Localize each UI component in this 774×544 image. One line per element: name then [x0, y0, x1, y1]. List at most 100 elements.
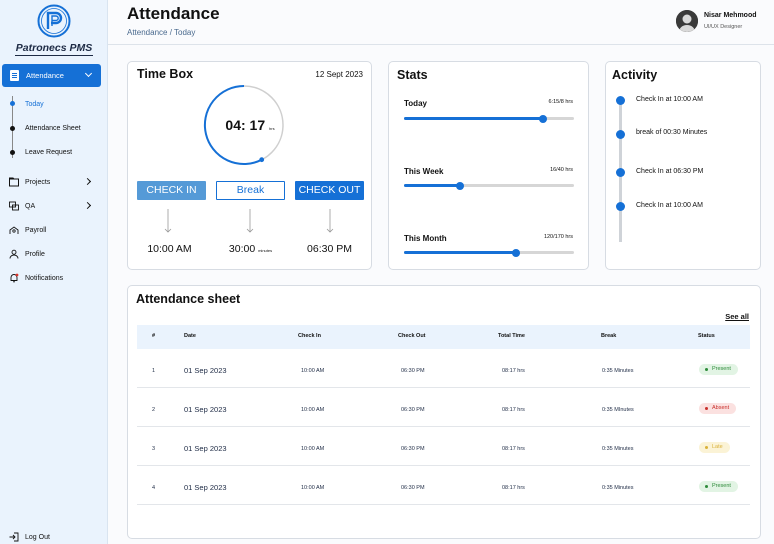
sidebar-item-profile[interactable]: Profile: [9, 249, 45, 259]
progress-knob: [456, 181, 465, 190]
chevron-right-icon: [83, 177, 92, 186]
break-button[interactable]: Break: [216, 181, 285, 200]
status-badge: Present: [699, 481, 738, 492]
stat-value-week: 16/40 hrs: [550, 167, 573, 173]
timer-value: 04: 17: [225, 117, 266, 133]
column-header: Total Time: [498, 333, 525, 339]
progress-fill: [404, 184, 461, 187]
check-out-button[interactable]: CHECK OUT: [295, 181, 364, 200]
payroll-icon: [9, 226, 19, 234]
app-logo[interactable]: Patronecs PMS: [0, 4, 108, 60]
submenu-item-today[interactable]: Today: [25, 101, 44, 108]
activity-card: Activity Check In at 10:00 AM break of 0…: [605, 61, 761, 270]
table-row[interactable]: 1 01 Sep 2023 10:00 AM 06:30 PM 08:17 hr…: [137, 349, 750, 388]
time-box-title: Time Box: [137, 67, 194, 81]
sidebar-item-label: Projects: [25, 178, 51, 186]
column-header: Check In: [298, 333, 321, 339]
row-check-out: 06:30 PM: [401, 368, 425, 374]
row-check-out: 06:30 PM: [401, 446, 425, 452]
user-icon: [9, 249, 19, 259]
timeline-dot: [616, 130, 625, 139]
activity-item: Check In at 10:00 AM: [636, 96, 703, 103]
row-check-in: 10:00 AM: [301, 368, 325, 374]
submenu-item-leave-request[interactable]: Leave Request: [25, 149, 73, 156]
row-number: 4: [152, 485, 156, 491]
row-number: 3: [152, 446, 156, 452]
timer-ring: [203, 84, 284, 165]
sidebar: Patronecs PMS Attendance Today Attendanc…: [0, 0, 108, 544]
stats-card: Stats Today 6:15/8 hrs This Week 16/40 h…: [388, 61, 589, 270]
row-date: 01 Sep 2023: [184, 483, 227, 492]
row-date: 01 Sep 2023: [184, 444, 227, 453]
timeline-dot: [616, 96, 625, 105]
check-out-time: 06:30 PM: [307, 243, 352, 255]
timeline-dot: [616, 168, 625, 177]
row-total-time: 08:17 hrs: [502, 407, 525, 413]
submenu-dot: [10, 126, 15, 131]
progress-fill: [404, 117, 544, 120]
arrow-down-icon: [164, 209, 172, 233]
timer-display: 04: 17 hrs: [218, 117, 282, 133]
logout-label: Log Out: [25, 533, 50, 541]
user-name: Nisar Mehmood: [704, 12, 757, 19]
row-break: 0:35 MInutes: [602, 407, 634, 413]
sidebar-item-notifications[interactable]: Notifications: [9, 273, 63, 283]
logo-icon: [37, 4, 71, 38]
folder-icon: [9, 177, 19, 187]
sidebar-item-label: Profile: [25, 250, 45, 258]
row-check-out: 06:30 PM: [401, 407, 425, 413]
activity-item: Check In at 06:30 PM: [636, 168, 704, 175]
sidebar-item-qa[interactable]: QA: [9, 201, 99, 211]
row-total-time: 08:17 hrs: [502, 485, 525, 491]
sidebar-item-label: Attendance: [26, 71, 64, 80]
status-badge: Late: [699, 442, 730, 453]
clipboard-icon: [10, 70, 19, 81]
sidebar-item-payroll[interactable]: Payroll: [9, 225, 46, 235]
progress-knob: [512, 248, 521, 257]
user-role: UI/UX Designer: [704, 24, 743, 30]
sidebar-item-label: Notifications: [25, 274, 64, 282]
chevron-down-icon[interactable]: [84, 69, 93, 78]
row-date: 01 Sep 2023: [184, 366, 227, 375]
row-total-time: 08:17 hrs: [502, 446, 525, 452]
chevron-right-icon: [83, 201, 92, 210]
activity-title: Activity: [612, 68, 658, 82]
row-total-time: 08:17 hrs: [502, 368, 525, 374]
sidebar-item-label: QA: [25, 202, 36, 210]
column-header: Check Out: [398, 333, 426, 339]
current-date: 12 Sept 2023: [315, 70, 363, 79]
stats-title: Stats: [397, 68, 428, 82]
see-all-link[interactable]: See all: [725, 312, 749, 321]
attendance-sheet-card: Attendance sheet See all # Date Check In…: [127, 285, 761, 539]
logout-icon: [9, 532, 19, 542]
logout-button[interactable]: Log Out: [9, 532, 50, 542]
stat-label-week: This Week: [404, 167, 444, 176]
row-number: 1: [152, 368, 156, 374]
row-check-in: 10:00 AM: [301, 446, 325, 452]
table-row[interactable]: 3 01 Sep 2023 10:00 AM 06:30 PM 08:17 hr…: [137, 427, 750, 466]
table-row[interactable]: 2 01 Sep 2023 10:00 AM 06:30 PM 08:17 hr…: [137, 388, 750, 427]
check-in-button[interactable]: CHECK IN: [137, 181, 206, 200]
break-time: 30:00 minutes: [211, 243, 290, 255]
avatar[interactable]: [676, 10, 698, 32]
stat-value-month: 120/170 hrs: [543, 234, 573, 240]
avatar-image: [676, 10, 698, 32]
submenu-item-attendance-sheet[interactable]: Attendance Sheet: [25, 125, 81, 132]
progress-fill: [404, 251, 517, 254]
timer-unit: hrs: [269, 126, 275, 131]
table-row[interactable]: 4 01 Sep 2023 10:00 AM 06:30 PM 08:17 hr…: [137, 466, 750, 505]
sidebar-item-projects[interactable]: Projects: [9, 177, 99, 187]
sidebar-item-attendance[interactable]: Attendance: [2, 64, 101, 87]
row-date: 01 Sep 2023: [184, 405, 227, 414]
progress-today: [404, 114, 574, 123]
submenu-dot: [10, 150, 15, 155]
attendance-submenu: Today Attendance Sheet Leave Request: [0, 92, 108, 162]
qa-icon: [9, 201, 19, 211]
time-box-card: Time Box 12 Sept 2023 04: 17 hrs CHECK I…: [127, 61, 372, 270]
breadcrumb[interactable]: Attendance / Today: [127, 28, 196, 37]
row-check-in: 10:00 AM: [301, 407, 325, 413]
column-header: Status: [698, 333, 715, 339]
stat-label-month: This Month: [404, 234, 447, 243]
page-title: Attendance: [127, 4, 220, 23]
bell-icon: [10, 273, 19, 283]
